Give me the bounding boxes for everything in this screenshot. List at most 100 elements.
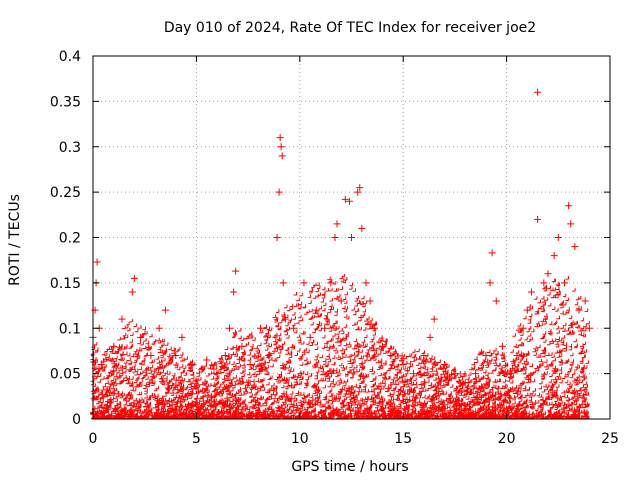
data-point — [554, 234, 562, 241]
data-point — [110, 342, 118, 350]
data-point — [519, 324, 527, 332]
y-tick-label: 0.35 — [50, 94, 81, 110]
y-tick-label: 0.2 — [59, 231, 81, 247]
data-point — [327, 279, 335, 287]
data-point — [461, 379, 469, 387]
data-point — [331, 234, 339, 241]
data-point — [585, 324, 593, 332]
data-point — [430, 315, 438, 323]
x-tick-label: 5 — [192, 431, 201, 447]
data-point — [379, 342, 387, 350]
data-point — [534, 88, 542, 96]
y-tick-label: 0 — [72, 412, 81, 428]
data-point — [426, 333, 434, 341]
data-point — [321, 324, 329, 332]
y-axis-label: ROTI / TECUs — [7, 194, 23, 286]
data-point — [306, 333, 314, 341]
data-point — [441, 361, 449, 369]
data-point — [278, 152, 286, 160]
data-point — [118, 315, 126, 323]
grid-lines — [93, 56, 610, 419]
data-point — [571, 243, 579, 251]
data-point — [312, 306, 320, 314]
y-tick-label: 0.05 — [50, 367, 81, 383]
data-point — [527, 288, 535, 296]
data-point — [420, 351, 428, 359]
data-point — [486, 279, 494, 287]
data-point — [482, 351, 490, 359]
data-point — [161, 306, 169, 314]
chart-title: Day 010 of 2024, Rate Of TEC Index for r… — [164, 20, 536, 36]
data-point — [221, 351, 229, 359]
data-point — [341, 195, 349, 203]
data-point — [265, 351, 273, 359]
data-point — [93, 258, 101, 266]
data-point — [178, 333, 186, 341]
data-point — [147, 351, 155, 359]
data-point — [333, 220, 341, 228]
data-point — [276, 134, 284, 142]
x-axis-label: GPS time / hours — [291, 459, 408, 475]
data-point — [507, 370, 515, 378]
data-point — [300, 279, 308, 287]
point-cloud — [90, 273, 590, 420]
axis-ticks: 0 5 10 15 20 25 0 0.05 0.1 0.15 0.2 0.25 0.3 0.35 0.4 — [50, 49, 619, 447]
data-point — [290, 324, 298, 332]
data-point — [567, 220, 575, 228]
data-point — [451, 370, 459, 378]
data-point — [279, 279, 287, 287]
y-tick-label: 0.25 — [50, 185, 81, 201]
data-point — [238, 342, 246, 350]
data-point — [137, 333, 145, 341]
data-point — [366, 297, 374, 305]
data-point — [281, 315, 289, 323]
data-point — [277, 143, 285, 151]
data-point — [472, 370, 480, 378]
data-point — [345, 197, 353, 205]
data-point — [203, 356, 211, 364]
data-point — [523, 306, 531, 314]
data-point — [128, 288, 136, 296]
y-tick-label: 0.1 — [59, 321, 81, 337]
x-tick-label: 15 — [394, 431, 412, 447]
data-point — [544, 270, 552, 278]
data-point — [410, 370, 418, 378]
data-point — [370, 324, 378, 332]
y-tick-label: 0.15 — [50, 276, 81, 292]
data-point — [492, 297, 500, 305]
data-point — [561, 279, 569, 287]
data-point — [534, 215, 542, 223]
dense-point-cloud — [90, 273, 590, 420]
x-tick-label: 0 — [89, 431, 98, 447]
data-point — [97, 361, 105, 369]
data-point — [337, 297, 345, 305]
data-point — [188, 361, 196, 369]
data-point — [498, 342, 506, 350]
data-point — [348, 234, 355, 241]
data-point — [230, 288, 238, 296]
data-point — [155, 324, 163, 332]
data-points — [89, 88, 593, 387]
y-tick-label: 0.3 — [59, 140, 81, 156]
data-point — [246, 361, 254, 369]
data-point — [172, 351, 180, 359]
data-point — [213, 370, 221, 378]
data-point — [550, 252, 558, 260]
data-point — [387, 351, 395, 359]
data-point — [273, 234, 281, 241]
data-point — [225, 324, 233, 332]
data-point — [130, 274, 138, 282]
x-tick-label: 10 — [291, 431, 309, 447]
x-tick-label: 25 — [601, 431, 619, 447]
data-point — [565, 202, 573, 210]
data-point — [356, 184, 364, 192]
data-point — [354, 188, 362, 196]
data-point — [362, 279, 370, 287]
x-tick-label: 20 — [498, 431, 516, 447]
y-tick-label: 0.4 — [59, 49, 81, 65]
data-point — [540, 279, 548, 287]
data-point — [399, 361, 407, 369]
data-point — [257, 324, 265, 332]
